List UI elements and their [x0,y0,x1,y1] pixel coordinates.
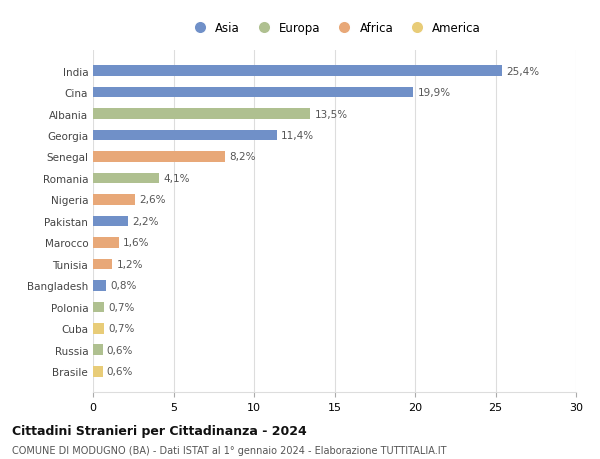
Text: 1,6%: 1,6% [123,238,149,248]
Bar [93,109,310,120]
Bar [93,323,104,334]
Bar [93,302,104,313]
Bar [93,259,112,270]
Text: 1,2%: 1,2% [116,259,143,269]
Text: 0,6%: 0,6% [107,367,133,376]
Bar [93,345,103,355]
Bar [93,216,128,227]
Text: 0,6%: 0,6% [107,345,133,355]
Bar [93,130,277,141]
Text: 11,4%: 11,4% [281,131,314,141]
Bar [93,238,119,248]
Text: 4,1%: 4,1% [163,174,190,184]
Bar [93,88,413,98]
Text: 13,5%: 13,5% [314,109,347,119]
Text: 2,6%: 2,6% [139,195,166,205]
Bar [93,366,103,377]
Text: 19,9%: 19,9% [418,88,451,98]
Text: 2,2%: 2,2% [133,217,159,226]
Bar [93,195,135,205]
Text: 25,4%: 25,4% [506,67,539,76]
Text: 0,7%: 0,7% [108,302,134,312]
Text: Cittadini Stranieri per Cittadinanza - 2024: Cittadini Stranieri per Cittadinanza - 2… [12,425,307,437]
Legend: Asia, Europa, Africa, America: Asia, Europa, Africa, America [188,22,481,35]
Bar [93,173,159,184]
Bar [93,152,225,162]
Bar [93,280,106,291]
Text: 0,7%: 0,7% [108,324,134,334]
Bar [93,66,502,77]
Text: COMUNE DI MODUGNO (BA) - Dati ISTAT al 1° gennaio 2024 - Elaborazione TUTTITALIA: COMUNE DI MODUGNO (BA) - Dati ISTAT al 1… [12,445,446,455]
Text: 8,2%: 8,2% [229,152,256,162]
Text: 0,8%: 0,8% [110,281,136,291]
